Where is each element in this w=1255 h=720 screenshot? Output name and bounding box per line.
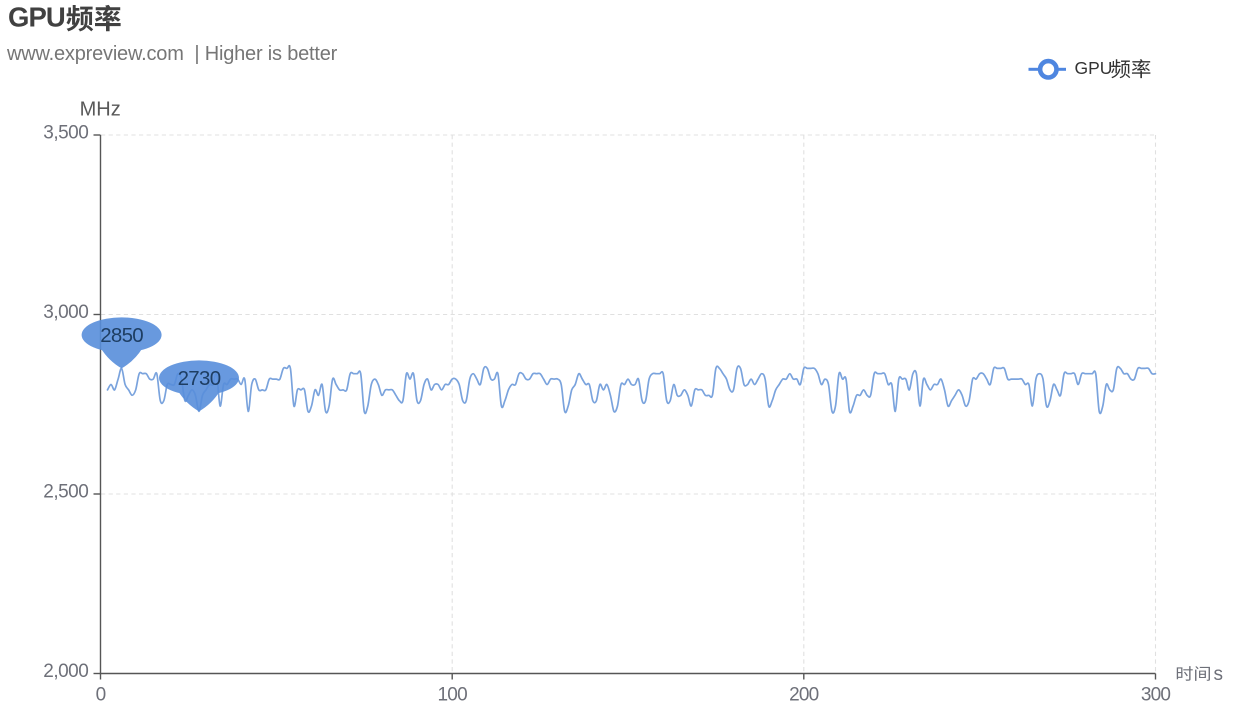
svg-text:2730: 2730 — [178, 367, 221, 390]
svg-text:300: 300 — [1141, 685, 1171, 706]
svg-text:MHz: MHz — [80, 99, 121, 121]
svg-text:3,000: 3,000 — [43, 302, 88, 323]
svg-text:2,000: 2,000 — [43, 661, 88, 682]
svg-text:GPU: GPU — [8, 1, 65, 32]
svg-text:0: 0 — [96, 685, 106, 706]
svg-text:3,500: 3,500 — [43, 122, 88, 143]
svg-text:2,500: 2,500 — [43, 481, 88, 502]
svg-text:GPU: GPU — [1075, 58, 1113, 78]
svg-text:100: 100 — [438, 685, 468, 706]
svg-text:s: s — [1214, 664, 1224, 685]
svg-text:www.expreview.com | Higher is: www.expreview.com | Higher is better — [6, 43, 338, 65]
svg-text:200: 200 — [789, 685, 819, 706]
svg-text:2850: 2850 — [100, 324, 143, 347]
